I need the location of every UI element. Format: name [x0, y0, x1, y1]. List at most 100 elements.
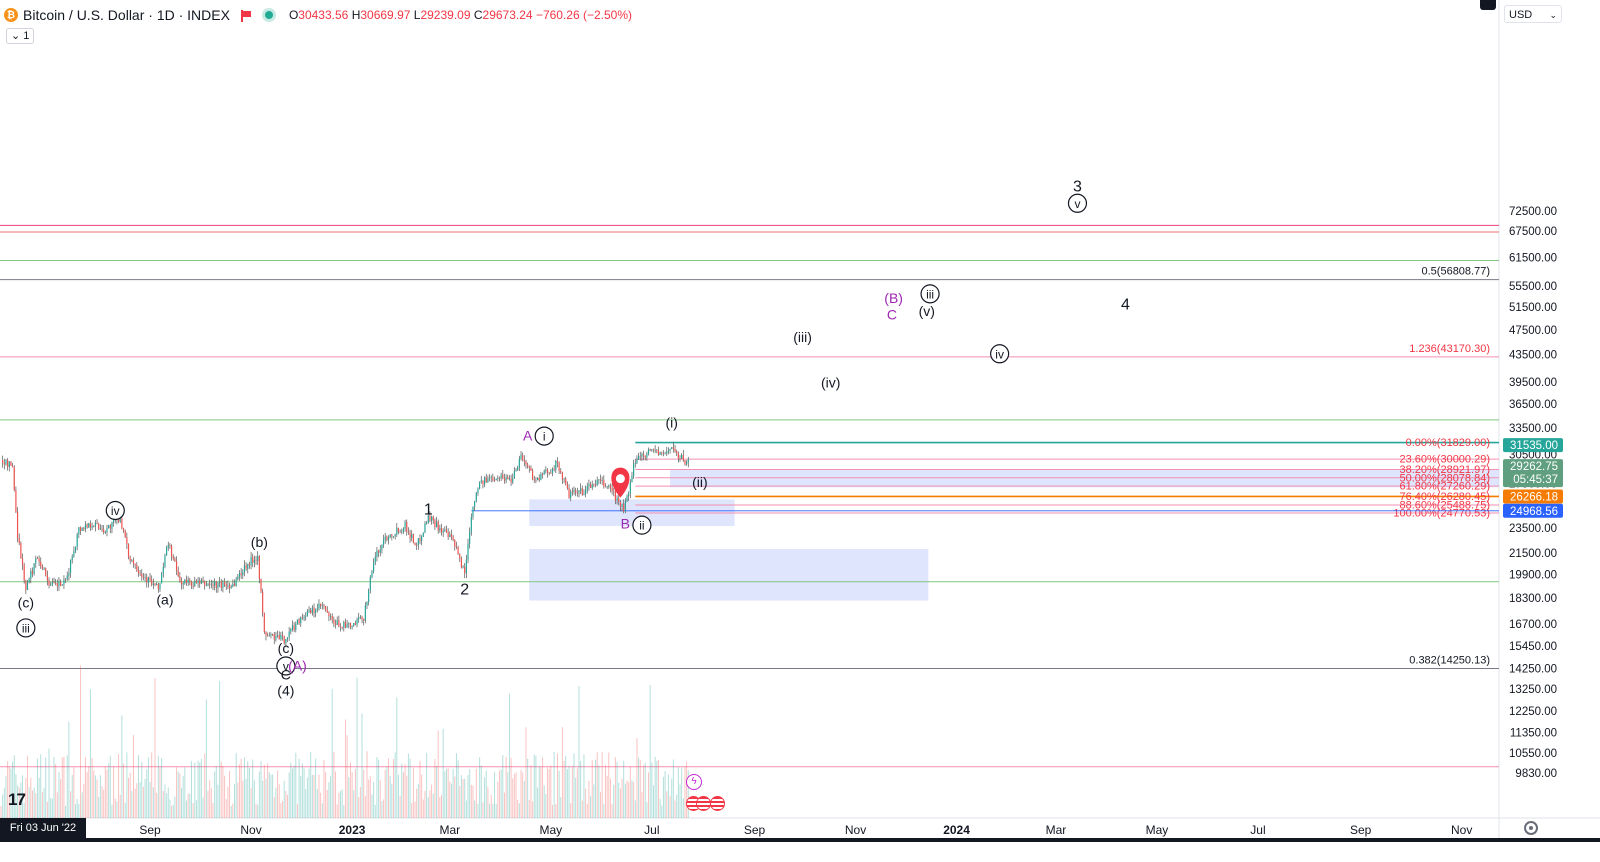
- volume-bar: [472, 785, 474, 818]
- volume-bar: [225, 799, 227, 818]
- gear-icon[interactable]: [1524, 821, 1538, 835]
- candle: [349, 622, 352, 630]
- price-tag-value: 26266.18: [1510, 492, 1558, 504]
- wave-label-text: iv: [111, 504, 120, 518]
- volume-bar: [543, 785, 545, 818]
- candle: [263, 612, 265, 635]
- volume-bar: [653, 785, 655, 818]
- volume-bar: [169, 799, 171, 818]
- volume-bar: [123, 763, 125, 818]
- x-tick-label: Nov: [845, 823, 866, 837]
- x-tick-label: Jul: [1250, 823, 1265, 837]
- candle: [101, 524, 103, 533]
- volume-bar: [512, 778, 514, 818]
- candle: [419, 534, 421, 545]
- volume-bar: [383, 799, 385, 818]
- volume-bar: [571, 766, 573, 818]
- us-flag-icon[interactable]: [696, 796, 711, 811]
- candle: [591, 480, 593, 491]
- volume-bar: [477, 803, 479, 818]
- volume-bar: [132, 735, 134, 818]
- candle: [594, 479, 597, 488]
- volume-bar: [641, 792, 643, 818]
- candle: [541, 472, 544, 479]
- volume-bar: [593, 784, 595, 818]
- volume-bar: [189, 793, 191, 818]
- volume-bar: [273, 797, 275, 818]
- candle: [654, 445, 656, 454]
- candle: [440, 523, 443, 536]
- volume-bar: [565, 756, 567, 818]
- volume-bar: [129, 772, 131, 818]
- volume-bar: [45, 757, 47, 818]
- candle: [91, 522, 93, 530]
- candle: [508, 475, 511, 481]
- candle: [520, 451, 522, 461]
- candle: [583, 489, 585, 496]
- candle: [469, 527, 471, 549]
- volume-bar: [606, 775, 608, 818]
- wave-label: 2: [460, 581, 469, 598]
- volume-bar: [379, 780, 381, 818]
- candle: [621, 503, 623, 512]
- y-tick-label: 13250.00: [1509, 684, 1557, 696]
- volume-bar: [113, 766, 115, 818]
- volume-bar: [528, 799, 530, 818]
- tradingview-logo-icon[interactable]: 17: [8, 790, 26, 809]
- candle: [384, 532, 386, 544]
- target-zone[interactable]: [529, 548, 929, 601]
- volume-bar: [634, 800, 636, 818]
- candle: [619, 499, 621, 512]
- flag-icon[interactable]: [240, 9, 251, 22]
- volume-bar: [128, 778, 130, 818]
- events-markers[interactable]: ϟ: [686, 774, 728, 816]
- candle: [169, 543, 171, 549]
- volume-bar: [56, 792, 58, 818]
- volume-bar: [484, 777, 486, 818]
- candle: [429, 511, 431, 523]
- volume-bar: [99, 775, 101, 818]
- volume-bar: [452, 768, 454, 818]
- flash-icon[interactable]: ϟ: [686, 774, 702, 790]
- volume-bar: [265, 778, 267, 818]
- volume-bar: [560, 797, 562, 818]
- volume-bar: [215, 765, 217, 818]
- volume-bar: [462, 779, 464, 818]
- bitcoin-icon[interactable]: ₿: [4, 8, 18, 22]
- price-tag[interactable]: 26266.18: [1503, 489, 1563, 504]
- candle: [427, 511, 429, 524]
- price-tag[interactable]: 31535.00: [1503, 438, 1563, 453]
- candle: [157, 582, 159, 593]
- volume-bar: [197, 760, 199, 818]
- volume-bar: [500, 769, 502, 818]
- candle: [444, 526, 446, 532]
- volume-bar: [356, 677, 358, 818]
- candle: [217, 581, 219, 593]
- candle: [301, 613, 304, 620]
- price-axis[interactable]: [1499, 0, 1600, 842]
- candle: [290, 628, 292, 635]
- volume-bar: [510, 757, 512, 818]
- price-tag[interactable]: 24968.56: [1503, 503, 1563, 518]
- volume-bar: [523, 781, 525, 818]
- candle: [28, 577, 30, 584]
- volume-bar: [31, 790, 33, 818]
- candle: [667, 447, 670, 455]
- volume-bar: [20, 782, 22, 818]
- candle: [124, 529, 126, 539]
- location-pin-icon[interactable]: [611, 467, 630, 498]
- volume-bar: [181, 787, 183, 818]
- us-flag-icon[interactable]: [710, 796, 725, 811]
- symbol-title[interactable]: Bitcoin / U.S. Dollar · 1D · INDEX: [23, 7, 230, 23]
- volume-bar: [378, 759, 380, 818]
- currency-select[interactable]: USD ⌄: [1504, 5, 1562, 23]
- candle: [522, 452, 524, 462]
- candle: [674, 444, 676, 453]
- candle: [356, 617, 358, 628]
- collapse-button[interactable]: ⌄ 1: [6, 28, 35, 44]
- volume-bar: [252, 759, 254, 818]
- info-icon[interactable]: [1480, 0, 1496, 10]
- volume-bar: [657, 759, 659, 818]
